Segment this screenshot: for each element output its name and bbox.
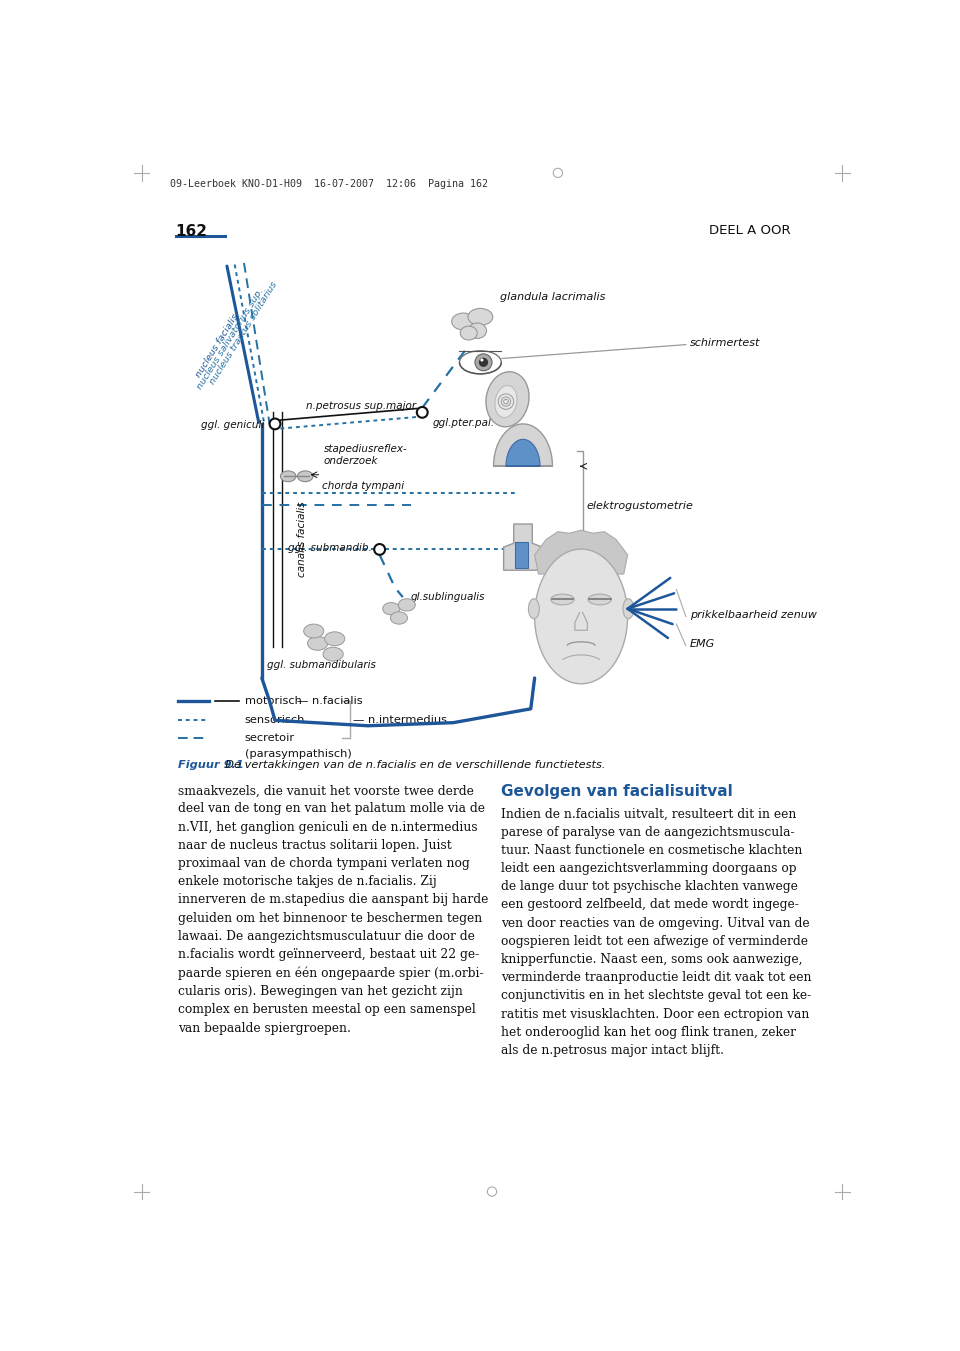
Text: ggl.pter.pal.: ggl.pter.pal.	[433, 419, 495, 428]
Ellipse shape	[452, 313, 475, 330]
Ellipse shape	[623, 598, 634, 619]
Ellipse shape	[460, 326, 477, 340]
Ellipse shape	[551, 594, 574, 605]
Ellipse shape	[588, 594, 612, 605]
Text: smaakvezels, die vanuit het voorste twee derde
deel van de tong en van het palat: smaakvezels, die vanuit het voorste twee…	[179, 785, 489, 1035]
Text: glandula lacrimalis: glandula lacrimalis	[500, 292, 605, 301]
Ellipse shape	[383, 603, 399, 615]
Ellipse shape	[535, 549, 628, 684]
Text: 09-Leerboek KNO-D1-H09  16-07-2007  12:06  Pagina 162: 09-Leerboek KNO-D1-H09 16-07-2007 12:06 …	[170, 180, 489, 189]
Text: prikkelbaarheid zenuw: prikkelbaarheid zenuw	[689, 609, 817, 620]
Ellipse shape	[495, 385, 517, 417]
Text: stapediusreflex-
onderzoek: stapediusreflex- onderzoek	[324, 444, 408, 466]
Text: ggl. geniculi: ggl. geniculi	[201, 420, 264, 431]
Ellipse shape	[460, 351, 501, 374]
Text: ggl. submandib.: ggl. submandib.	[288, 543, 372, 553]
Polygon shape	[516, 542, 528, 567]
Ellipse shape	[303, 624, 324, 638]
Circle shape	[480, 358, 484, 362]
Text: ggl. submandibularis: ggl. submandibularis	[267, 661, 376, 670]
Circle shape	[374, 544, 385, 555]
Text: Gevolgen van facialisuitval: Gevolgen van facialisuitval	[501, 785, 733, 800]
Ellipse shape	[280, 471, 296, 482]
Circle shape	[479, 358, 488, 367]
Text: 162: 162	[176, 224, 207, 239]
Ellipse shape	[298, 471, 313, 482]
Text: Indien de n.facialis uitvalt, resulteert dit in een
parese of paralyse van de aa: Indien de n.facialis uitvalt, resulteert…	[501, 808, 812, 1056]
Ellipse shape	[307, 636, 327, 650]
Text: nucleus salivatorius sup.: nucleus salivatorius sup.	[195, 286, 265, 392]
Ellipse shape	[468, 323, 487, 339]
Text: — n.facialis: — n.facialis	[298, 696, 363, 707]
Text: n.petrosus sup.major: n.petrosus sup.major	[306, 400, 416, 411]
Circle shape	[475, 354, 492, 370]
Circle shape	[270, 419, 280, 430]
Ellipse shape	[528, 598, 540, 619]
Text: De vertakkingen van de n.facialis en de verschillende functietests.: De vertakkingen van de n.facialis en de …	[219, 761, 606, 770]
Text: (parasympathisch): (parasympathisch)	[245, 748, 351, 759]
Ellipse shape	[486, 372, 529, 427]
Circle shape	[417, 407, 427, 417]
Ellipse shape	[324, 632, 345, 646]
Polygon shape	[506, 439, 540, 466]
Text: gl.sublingualis: gl.sublingualis	[411, 592, 485, 603]
Text: elektrogustometrie: elektrogustometrie	[587, 501, 693, 511]
Text: schirmertest: schirmertest	[689, 338, 760, 349]
Polygon shape	[504, 524, 542, 570]
Polygon shape	[535, 530, 628, 574]
Text: motorisch: motorisch	[245, 696, 301, 707]
Ellipse shape	[468, 308, 492, 326]
Text: Figuur 9.1: Figuur 9.1	[179, 761, 244, 770]
Text: nucleus facialis: nucleus facialis	[194, 312, 240, 378]
Ellipse shape	[398, 598, 416, 611]
Polygon shape	[493, 424, 552, 466]
Text: nucleus tractus solitarius: nucleus tractus solitarius	[208, 280, 279, 386]
Text: sensorisch: sensorisch	[245, 715, 305, 724]
Text: chorda tympani: chorda tympani	[322, 481, 403, 490]
Text: EMG: EMG	[689, 639, 715, 648]
Ellipse shape	[391, 612, 408, 624]
Text: — n.intermedius: — n.intermedius	[353, 715, 447, 724]
Text: canalis facialis: canalis facialis	[298, 501, 307, 577]
Text: DEEL A OOR: DEEL A OOR	[709, 224, 791, 236]
Text: secretoir: secretoir	[245, 734, 295, 743]
Ellipse shape	[324, 647, 344, 661]
